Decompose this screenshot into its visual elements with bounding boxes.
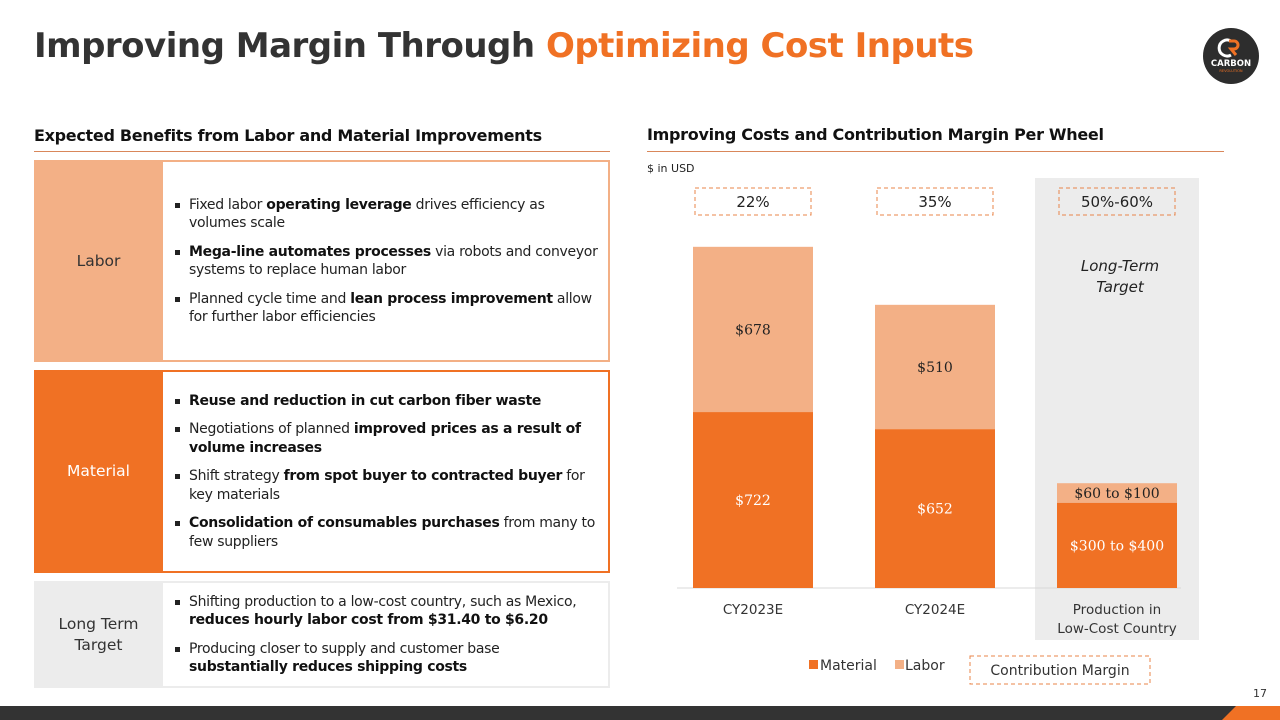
left-section-heading: Expected Benefits from Labor and Materia… [34, 126, 542, 145]
legend-swatch-material [809, 660, 818, 669]
labor-label: Labor [34, 160, 163, 362]
logo-tagline: REVOLUTION [1219, 69, 1243, 73]
legend-swatch-labor [895, 660, 904, 669]
legend-label-labor: Labor [905, 658, 945, 674]
page-title-main: Improving Margin Through [34, 26, 546, 66]
bullet-emphasis: reduces hourly labor cost from $31.40 to… [189, 612, 548, 628]
bullet-item: Shift strategy from spot buyer to contra… [175, 467, 598, 504]
labor-bullets: Fixed labor operating leverage drives ef… [175, 196, 598, 327]
long-term-target-row: Long Term Target Shifting production to … [34, 581, 610, 688]
bullet-text: via robots and conveyor systems to repla… [189, 243, 598, 279]
long-term-target-caption: Target [1096, 278, 1145, 296]
bar-labor [875, 304, 995, 430]
carbon-revolution-logo: CARBON REVOLUTION [1203, 28, 1259, 84]
page-number: 17 [1253, 687, 1267, 700]
long-term-target-caption: Long-Term [1081, 257, 1159, 275]
legend-label-material: Material [820, 658, 877, 674]
bullet-text: from many to few suppliers [189, 515, 595, 550]
left-section-divider [34, 151, 610, 152]
contribution-margin-label: 35% [918, 193, 951, 211]
bullet-emphasis: improved prices as a result of volume in… [189, 421, 581, 456]
material-row: Material Reuse and reduction in cut carb… [34, 370, 610, 573]
x-tick-label: CY2024E [905, 602, 965, 618]
unit-note: $ in USD [647, 162, 695, 175]
contribution-margin-label: 50%-60% [1081, 193, 1153, 211]
x-tick-label: Production in [1073, 602, 1161, 618]
footer-bar [0, 706, 1280, 720]
data-label-material: $300 to $400 [1070, 538, 1164, 554]
bar-material [1057, 502, 1177, 588]
bullet-text: allow for further labor efficiencies [189, 290, 592, 326]
data-label-labor: $678 [735, 322, 771, 338]
labor-row: Labor Fixed labor operating leverage dri… [34, 160, 610, 362]
material-bullets: Reuse and reduction in cut carbon fiber … [175, 392, 598, 552]
bullet-text: Fixed labor [189, 196, 267, 213]
bullet-text: Producing closer to supply and customer … [189, 640, 500, 657]
bullet-item: Negotiations of planned improved prices … [175, 420, 598, 457]
right-section-divider [647, 151, 1224, 152]
bullet-item: Fixed labor operating leverage drives ef… [175, 196, 598, 233]
bullet-emphasis: Consolidation of consumables purchases [189, 515, 500, 532]
bullet-text: Negotiations of planned [189, 421, 354, 438]
bar-labor [1057, 483, 1177, 503]
page-title: Improving Margin Through Optimizing Cost… [34, 26, 974, 66]
bullet-emphasis: from spot buyer to contracted buyer [283, 468, 563, 485]
contribution-margin-box [1058, 187, 1176, 216]
contribution-margin-box [694, 187, 812, 216]
bullet-item: Shifting production to a low-cost countr… [175, 593, 598, 630]
logo-icon: CARBON REVOLUTION [1211, 38, 1251, 73]
bar-material [693, 412, 813, 588]
bullet-text: Shifting production to a low-cost countr… [189, 593, 577, 610]
bullet-text: for key materials [189, 468, 585, 503]
data-label-labor: $510 [917, 360, 953, 376]
data-label-labor: $60 to $100 [1074, 486, 1159, 502]
bar-material [875, 429, 995, 588]
page-title-accent: Optimizing Cost Inputs [545, 26, 974, 66]
x-tick-label: Low-Cost Country [1057, 621, 1176, 637]
bullet-text: Planned cycle time and [189, 290, 351, 307]
bullet-emphasis: Mega-line automates processes [189, 243, 431, 260]
bullet-emphasis: substantially reduces shipping costs [189, 659, 467, 675]
data-label-material: $722 [735, 493, 771, 509]
bullet-emphasis: Reuse and reduction in cut carbon fiber … [189, 392, 542, 409]
bullet-text: Shift strategy [189, 468, 284, 485]
right-section-heading: Improving Costs and Contribution Margin … [647, 125, 1104, 144]
legend-box-contribution-margin [969, 655, 1151, 685]
bullet-item: Mega-line automates processes via robots… [175, 243, 598, 280]
legend-label-contribution-margin: Contribution Margin [990, 663, 1129, 679]
logo-name: CARBON [1211, 59, 1251, 69]
cost-chart: $722 $678 CY2023E 22% $652 $510 CY2024E 35% $300… [677, 178, 1199, 685]
bullet-item: Producing closer to supply and customer … [175, 640, 598, 677]
x-tick-label: CY2023E [723, 602, 783, 618]
data-label-material: $652 [917, 502, 953, 518]
bullet-text: drives efficiency as volumes scale [189, 196, 545, 232]
contribution-margin-label: 22% [736, 193, 769, 211]
long-term-target-label: Long Term Target [34, 581, 163, 688]
bullet-emphasis: lean process improvement [350, 290, 553, 307]
bar-labor [693, 246, 813, 413]
material-label: Material [34, 370, 163, 573]
bullet-emphasis: operating leverage [266, 196, 412, 213]
long-term-target-bullets: Shifting production to a low-cost countr… [175, 593, 598, 677]
bullet-item: Reuse and reduction in cut carbon fiber … [175, 392, 598, 411]
bullet-item: Consolidation of consumables purchases f… [175, 514, 598, 551]
bullet-item: Planned cycle time and lean process impr… [175, 290, 598, 327]
contribution-margin-box [876, 187, 994, 216]
footer-accent [1222, 706, 1280, 720]
